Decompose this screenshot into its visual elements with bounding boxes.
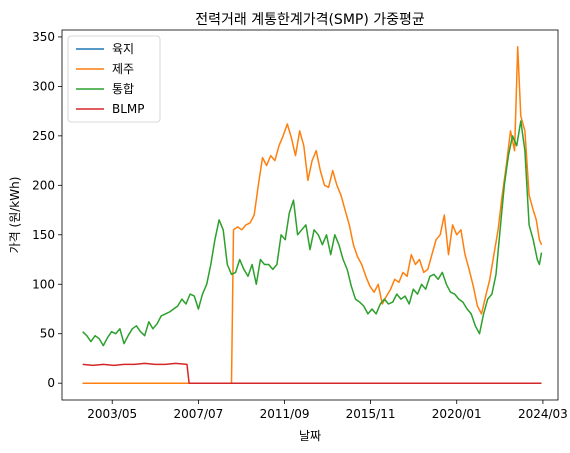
plot-frame: [61, 29, 559, 401]
y-tick-label: 350: [32, 30, 55, 44]
series-2-line: [82, 120, 543, 347]
legend-label: 제주: [112, 62, 134, 76]
y-tick-label: 0: [47, 376, 55, 390]
x-tick-label: 2003/05: [87, 407, 137, 421]
x-axis-label: 날짜: [299, 429, 321, 443]
y-tick-label: 300: [32, 79, 55, 93]
legend-label: 육지: [112, 42, 134, 56]
x-tick-label: 2007/07: [173, 407, 223, 421]
x-tick-label: 2011/09: [260, 407, 310, 421]
series-1-line: [82, 46, 543, 384]
y-axis-label: 가격 (원/kWh): [8, 177, 22, 254]
x-tick-label: 2020/01: [432, 407, 482, 421]
y-tick-label: 150: [32, 228, 55, 242]
axes-layer: 0 50 100 150 200 250 300 350 2003/05 2007/07 2011/…: [32, 30, 568, 421]
legend-box: [67, 35, 161, 123]
y-tick-label: 250: [32, 129, 55, 143]
series-3-line: [82, 362, 542, 384]
x-tick-label: 2015/11: [346, 407, 396, 421]
y-tick-label: 100: [32, 277, 55, 291]
series-layer: [82, 46, 543, 384]
legend-label: 통합: [112, 82, 134, 96]
y-tick-label: 50: [40, 327, 55, 341]
chart-title: 전력거래 계통한계가격(SMP) 가중평균: [195, 12, 425, 28]
y-tick-label: 200: [32, 178, 55, 192]
legend-label: BLMP: [112, 102, 145, 116]
x-tick-label: 2024/03: [518, 407, 568, 421]
